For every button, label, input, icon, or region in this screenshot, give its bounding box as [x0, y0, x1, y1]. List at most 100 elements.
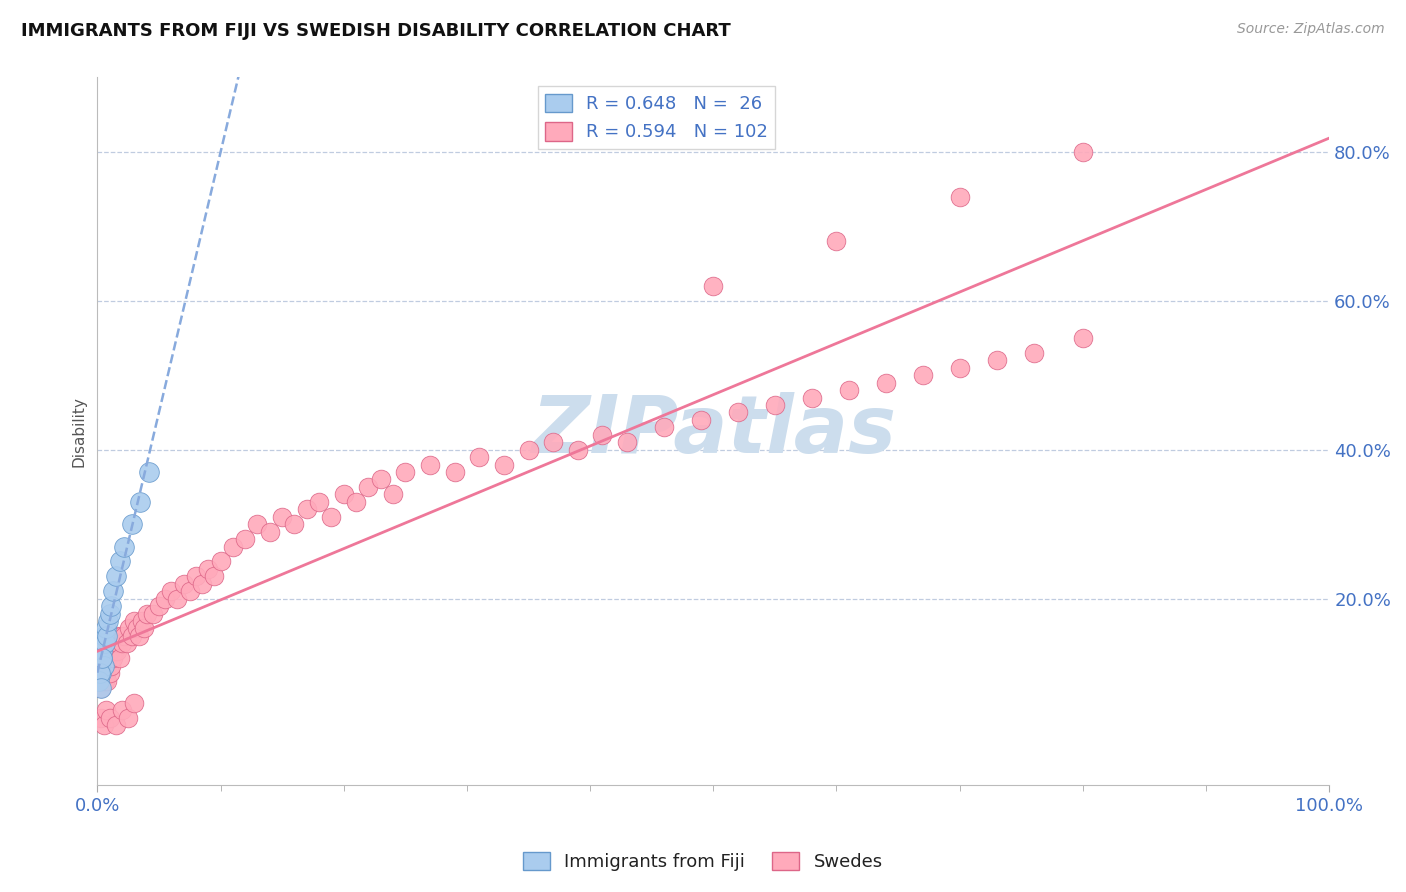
Point [825, 234, 848, 248]
Point [419, 458, 441, 472]
Point [492, 458, 515, 472]
Point [89, 666, 111, 681]
Point [148, 599, 170, 613]
Point [98, 711, 121, 725]
Point [90, 681, 112, 695]
Point [541, 435, 564, 450]
Point [652, 420, 675, 434]
Point [271, 509, 294, 524]
Point [93, 636, 115, 650]
Point [103, 651, 125, 665]
Point [763, 398, 786, 412]
Point [321, 509, 343, 524]
Point [382, 487, 405, 501]
Point [111, 703, 134, 717]
Point [184, 569, 207, 583]
Point [89, 644, 111, 658]
Text: ZIPatlas: ZIPatlas [531, 392, 896, 470]
Point [91, 644, 114, 658]
Point [110, 629, 132, 643]
Point [142, 607, 165, 621]
Point [93, 673, 115, 688]
Point [166, 591, 188, 606]
Point [94, 703, 117, 717]
Point [93, 666, 115, 681]
Point [357, 480, 380, 494]
Point [160, 584, 183, 599]
Point [394, 465, 416, 479]
Point [616, 435, 638, 450]
Point [949, 189, 972, 203]
Point [94, 621, 117, 635]
Point [93, 658, 115, 673]
Point [93, 718, 115, 732]
Point [202, 569, 225, 583]
Point [727, 405, 749, 419]
Point [90, 644, 112, 658]
Point [89, 673, 111, 688]
Point [875, 376, 897, 390]
Legend: R = 0.648   N =  26, R = 0.594   N = 102: R = 0.648 N = 26, R = 0.594 N = 102 [537, 87, 775, 149]
Point [197, 562, 219, 576]
Point [98, 666, 121, 681]
Point [104, 718, 127, 732]
Point [94, 644, 117, 658]
Point [124, 614, 146, 628]
Point [134, 621, 156, 635]
Point [131, 614, 153, 628]
Point [517, 442, 540, 457]
Point [332, 487, 354, 501]
Point [443, 465, 465, 479]
Point [103, 584, 125, 599]
Text: IMMIGRANTS FROM FIJI VS SWEDISH DISABILITY CORRELATION CHART: IMMIGRANTS FROM FIJI VS SWEDISH DISABILI… [21, 22, 731, 40]
Point [1071, 145, 1094, 159]
Point [117, 711, 139, 725]
Point [91, 658, 114, 673]
Point [93, 651, 115, 665]
Point [90, 711, 112, 725]
Point [690, 413, 713, 427]
Point [105, 644, 128, 658]
Point [124, 696, 146, 710]
Point [173, 576, 195, 591]
Point [370, 473, 392, 487]
Point [118, 621, 141, 635]
Point [91, 651, 114, 665]
Point [89, 658, 111, 673]
Point [115, 636, 138, 650]
Point [90, 666, 112, 681]
Point [91, 673, 114, 688]
Point [96, 629, 118, 643]
Text: Source: ZipAtlas.com: Source: ZipAtlas.com [1237, 22, 1385, 37]
Point [97, 614, 120, 628]
Point [567, 442, 589, 457]
Point [591, 427, 613, 442]
Point [104, 569, 127, 583]
Point [98, 644, 121, 658]
Legend: Immigrants from Fiji, Swedes: Immigrants from Fiji, Swedes [516, 845, 890, 879]
Point [100, 658, 122, 673]
Point [98, 607, 121, 621]
Point [93, 629, 115, 643]
Point [209, 554, 232, 568]
Point [114, 540, 136, 554]
Point [87, 651, 110, 665]
Point [87, 666, 110, 681]
Point [233, 532, 256, 546]
Point [800, 391, 823, 405]
Point [93, 658, 115, 673]
Point [468, 450, 491, 465]
Point [179, 584, 201, 599]
Point [259, 524, 281, 539]
Point [96, 658, 118, 673]
Point [90, 666, 112, 681]
Point [1071, 331, 1094, 345]
Point [97, 651, 120, 665]
Point [222, 540, 245, 554]
Y-axis label: Disability: Disability [72, 396, 86, 467]
Point [104, 629, 127, 643]
Point [128, 629, 150, 643]
Point [295, 502, 318, 516]
Point [87, 673, 110, 688]
Point [101, 636, 124, 650]
